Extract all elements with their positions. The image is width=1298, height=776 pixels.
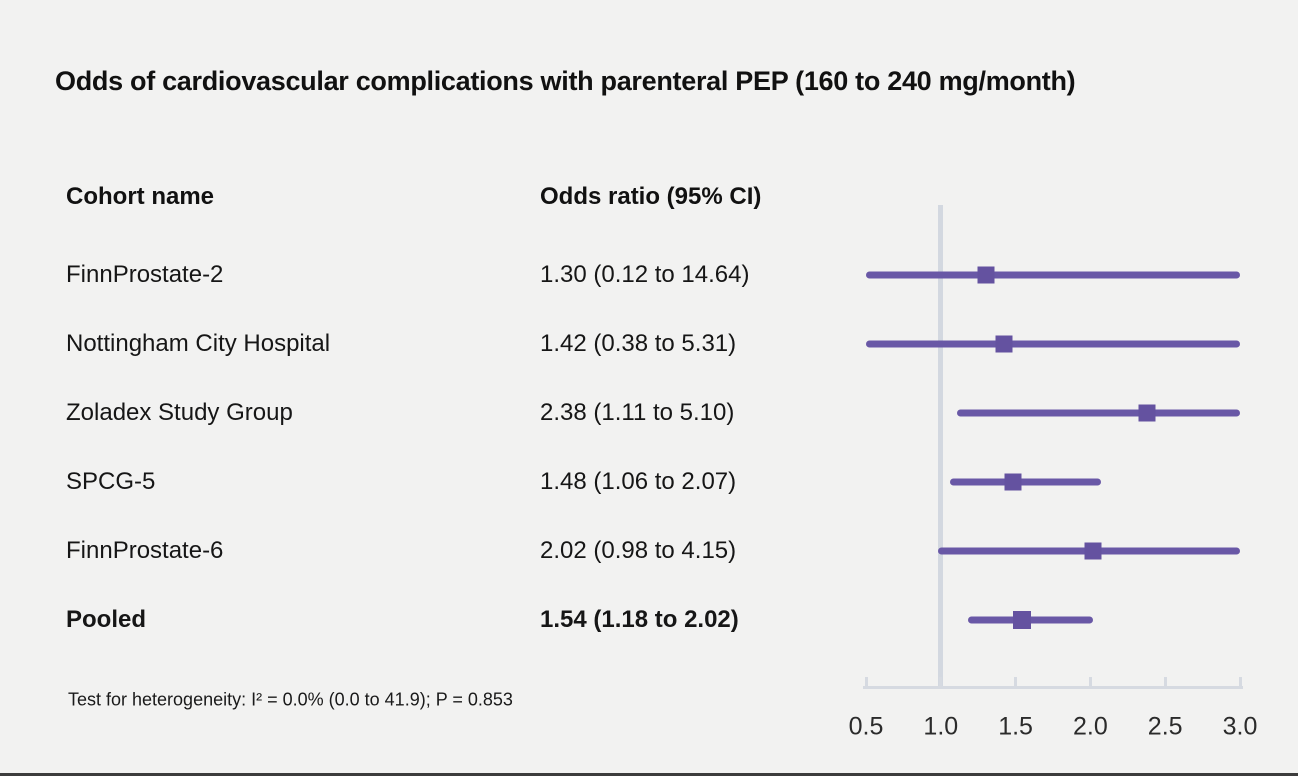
ci-line	[949, 478, 1101, 486]
x-axis-tick	[1238, 677, 1242, 686]
column-header-cohort-name: Cohort name	[66, 183, 215, 210]
x-axis-tick-label: 2.0	[1073, 712, 1108, 741]
odds-ratio-value: 1.30 (0.12 to 14.64)	[540, 261, 750, 288]
or-marker	[1084, 542, 1102, 560]
cohort-name: Nottingham City Hospital	[66, 330, 331, 357]
x-axis-tick	[1163, 677, 1167, 686]
x-axis-tick-label: 2.5	[1147, 712, 1183, 741]
heterogeneity-footnote: Test for heterogeneity: I² = 0.0% (0.0 t…	[68, 689, 513, 710]
x-axis-tick-label: 0.5	[848, 712, 884, 741]
or-marker	[995, 335, 1013, 353]
cohort-name: Zoladex Study Group	[66, 399, 293, 426]
figure-title: Odds of cardiovascular complications wit…	[55, 66, 1076, 96]
x-axis-tick	[939, 677, 943, 686]
odds-ratio-value: 1.42 (0.38 to 5.31)	[540, 330, 737, 357]
ci-line	[866, 340, 1240, 348]
ci-line	[866, 271, 1240, 279]
cohort-name: FinnProstate-6	[66, 537, 224, 564]
odds-ratio-value: 2.38 (1.11 to 5.10)	[540, 399, 735, 426]
reference-line	[938, 205, 944, 686]
odds-ratio-value: 1.54 (1.18 to 2.02)	[540, 606, 739, 633]
ci-line	[957, 409, 1240, 417]
column-header-odds-ratio: Odds ratio (95% CI)	[540, 183, 762, 210]
x-axis-tick-label: 1.5	[998, 712, 1033, 741]
or-marker	[1138, 404, 1156, 422]
or-marker	[977, 266, 995, 284]
cohort-name: FinnProstate-2	[66, 261, 224, 288]
odds-ratio-value: 2.02 (0.98 to 4.15)	[540, 537, 737, 564]
x-axis-tick-label: 1.0	[923, 712, 959, 741]
x-axis-tick	[1088, 677, 1092, 686]
x-axis-tick-label: 3.0	[1222, 712, 1258, 741]
x-axis-tick	[1014, 677, 1018, 686]
pooled-or-marker	[1012, 611, 1031, 629]
x-axis-tick	[864, 677, 868, 686]
x-axis-line	[863, 686, 1243, 689]
cohort-name: Pooled	[66, 606, 147, 633]
odds-ratio-value: 1.48 (1.06 to 2.07)	[540, 468, 737, 495]
cohort-name: SPCG-5	[66, 468, 156, 495]
or-marker	[1004, 473, 1022, 491]
